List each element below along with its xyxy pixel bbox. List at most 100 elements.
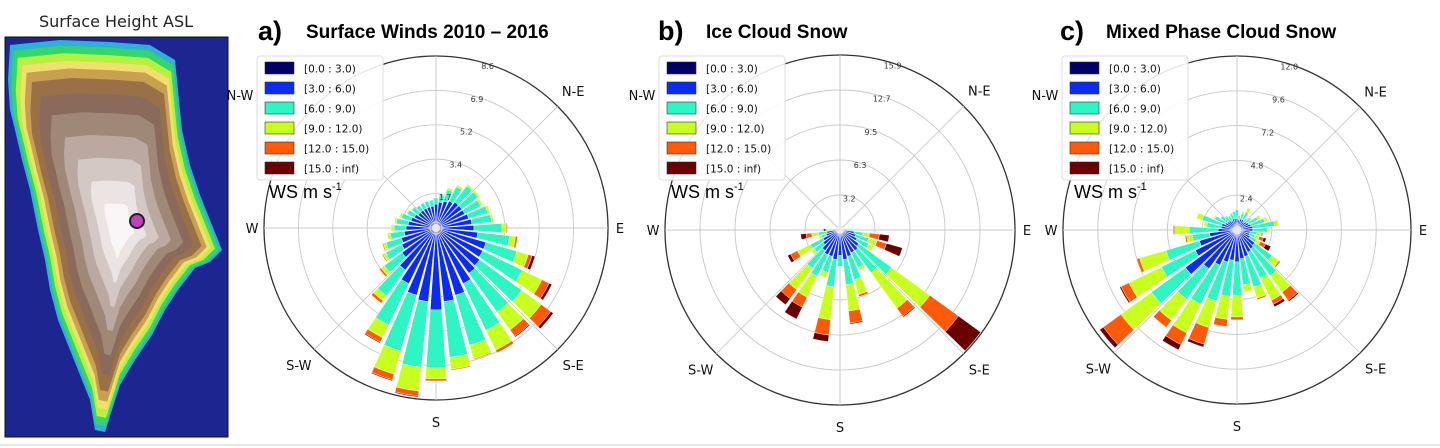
sector-260deg-bin5: [800, 233, 808, 240]
sector-220deg-bin4: [1153, 310, 1172, 328]
sector-190deg-bin5: [812, 332, 830, 342]
sector-210deg-bin5: [784, 300, 803, 320]
compass-label-n-e: N-E: [1364, 85, 1387, 100]
compass-label-s-e: S-E: [563, 359, 584, 374]
sector-160deg-bin3: [854, 276, 868, 295]
sector-240deg-bin4: [381, 253, 388, 262]
sector-60deg-bin3: [1255, 215, 1261, 221]
grid-spoke: [715, 229, 841, 355]
legend-swatch: [1069, 81, 1100, 95]
sector-230deg-bin4: [379, 267, 388, 277]
sector-200deg-bin3: [819, 269, 829, 278]
sector-30deg-bin3: [455, 184, 464, 191]
sector-60deg-bin3: [477, 198, 484, 207]
sector-10deg-bin2: [1237, 215, 1241, 221]
sector-90deg-bin3: [1267, 227, 1270, 233]
sector-90deg-bin2: [847, 228, 853, 232]
legend: [0.0 : 3.0) [3.0 : 6.0) [6.0 : 9.0) [9.0 : …: [256, 55, 384, 181]
sector-10deg-bin3: [439, 192, 445, 196]
sector-350deg-bin2: [1232, 211, 1237, 219]
sector-20deg-bin3: [1241, 211, 1245, 215]
ring-label: 2.4: [1240, 195, 1253, 204]
sector-100deg-bin5: [878, 233, 890, 243]
map-title: Surface Height ASL: [39, 12, 193, 31]
legend-label: [6.0 : 9.0): [304, 104, 356, 116]
sector-160deg-bin4: [858, 291, 869, 297]
panel-title: Mixed Phase Cloud Snow: [1106, 22, 1336, 43]
sector-20deg-bin3: [446, 187, 454, 192]
compass-label-w: W: [246, 222, 259, 237]
grid-spoke: [839, 105, 965, 231]
legend-swatch: [666, 161, 697, 175]
sector-160deg-bin4: [1256, 294, 1267, 300]
sector-200deg-bin5: [1187, 338, 1205, 348]
sector-330deg-bin2: [1227, 215, 1233, 222]
sector-260deg-bin4: [805, 232, 813, 239]
sector-170deg-bin3: [1242, 283, 1253, 293]
legend-swatch: [1069, 141, 1100, 155]
sector-220deg-bin4: [371, 292, 384, 304]
sector-240deg-bin5: [787, 253, 795, 263]
sector-350deg-bin2: [428, 199, 434, 207]
legend-label: [6.0 : 9.0): [1109, 104, 1161, 116]
windrose-panel-a: 1.7 3.4 5.2 6.9 8.6 N-E E S-E S S-W W N-W a) Surface …: [227, 16, 624, 431]
legend-label: [9.0 : 12.0): [304, 124, 362, 136]
sector-180deg-bin4: [1230, 316, 1244, 321]
compass-label-e: E: [1023, 224, 1031, 239]
sector-110deg-bin5: [883, 243, 903, 257]
compass-label-s-e: S-E: [1365, 363, 1386, 378]
legend-label: [3.0 : 6.0): [1109, 84, 1161, 96]
compass-label-e: E: [616, 222, 624, 237]
compass-label-n-w: N-W: [629, 89, 656, 104]
sector-310deg-bin2: [411, 206, 421, 216]
grid-spoke: [1113, 229, 1238, 354]
legend-swatch: [1069, 161, 1100, 175]
legend-label: [9.0 : 12.0): [706, 124, 764, 136]
panel-title: Ice Cloud Snow: [706, 22, 848, 43]
sector-130deg-bin5: [945, 315, 981, 352]
sector-250deg-bin3: [818, 235, 823, 240]
panel-title: Surface Winds 2010 – 2016: [306, 22, 549, 43]
sector-280deg-bin3: [1203, 221, 1208, 228]
sector-120deg-bin3: [866, 243, 874, 252]
legend-label: [0.0 : 3.0): [706, 64, 758, 76]
sector-90deg-bin2: [1252, 227, 1268, 233]
sector-190deg-bin4: [1213, 316, 1228, 327]
sector-140deg-bin5: [514, 324, 531, 338]
ring-label: 8.6: [481, 62, 494, 71]
compass-label-s-w: S-W: [286, 359, 311, 374]
sector-270deg-bin2: [828, 229, 833, 231]
legend: [0.0 : 3.0) [3.0 : 6.0) [6.0 : 9.0) [9.0 : …: [658, 55, 786, 181]
ring-label: 3.2: [843, 194, 856, 203]
legend-swatch: [264, 81, 295, 95]
legend-swatch: [666, 141, 697, 155]
sector-50deg-bin3: [1249, 216, 1253, 221]
sector-300deg-bin3: [1213, 215, 1217, 220]
ring-label: 7.2: [1261, 128, 1274, 137]
sector-270deg-bin3: [1174, 225, 1190, 235]
sector-300deg-bin3: [406, 209, 410, 215]
sector-170deg-bin4: [450, 365, 471, 371]
sector-90deg-bin3: [851, 228, 855, 232]
ring-label: 1.7: [439, 193, 452, 202]
sector-270deg-bin4: [1173, 225, 1176, 235]
compass-label-s: S: [1233, 420, 1241, 435]
legend-swatch: [264, 141, 295, 155]
compass-label-s-w: S-W: [688, 363, 713, 378]
ring-label: 6.3: [854, 161, 867, 170]
sector-230deg-bin3: [811, 248, 818, 255]
legend-swatch: [264, 101, 295, 115]
ring-label: 4.8: [1251, 162, 1264, 171]
sector-170deg-bin4: [848, 308, 863, 324]
sector-30deg-bin3: [1245, 207, 1252, 214]
compass-label-n-e: N-E: [562, 85, 585, 100]
compass-label-n-w: N-W: [227, 89, 254, 104]
sector-340deg-bin2: [1229, 213, 1235, 220]
legend-swatch: [666, 101, 697, 115]
sector-130deg-bin4: [1274, 260, 1281, 268]
sector-320deg-bin2: [416, 205, 424, 213]
sector-190deg-bin4: [814, 317, 831, 336]
sector-260deg-bin3: [811, 232, 819, 238]
panel-label: c): [1060, 16, 1084, 46]
sector-190deg-bin3: [396, 363, 422, 392]
